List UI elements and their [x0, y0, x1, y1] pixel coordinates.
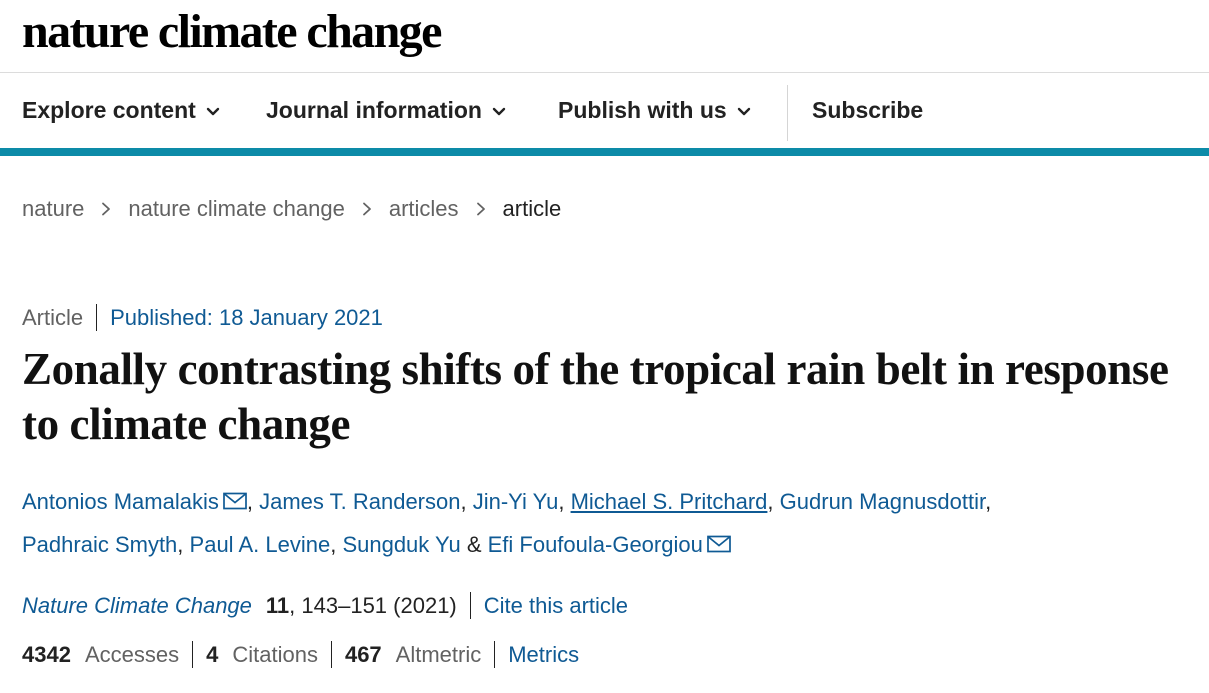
author-link[interactable]: Michael S. Pritchard: [570, 489, 768, 514]
author-link[interactable]: Jin-Yi Yu: [472, 489, 559, 514]
journal-name[interactable]: Nature Climate Change: [22, 592, 252, 618]
chevron-down-icon: [737, 107, 750, 115]
metrics-link[interactable]: Metrics: [508, 641, 580, 667]
author-separator: ,: [767, 489, 780, 514]
site-header: nature climate change: [0, 0, 1209, 73]
nav-subscribe[interactable]: Subscribe: [812, 73, 923, 148]
author-separator: ,: [177, 532, 190, 557]
nav-item-label: Publish with us: [558, 97, 727, 123]
chevron-right-icon: [102, 202, 111, 216]
article-title: Zonally contrasting shifts of the tropic…: [22, 344, 1169, 449]
nav-item-label: Subscribe: [812, 97, 924, 123]
author-separator: ,: [558, 489, 571, 514]
chevron-right-icon: [362, 202, 371, 216]
accesses-label: Accesses: [84, 641, 180, 667]
author-link[interactable]: Gudrun Magnusdottir: [779, 489, 986, 514]
article-type: Article: [22, 304, 84, 330]
author-link[interactable]: Sungduk Yu: [342, 532, 461, 557]
volume: 11: [265, 592, 290, 618]
author-link[interactable]: Paul A. Levine: [189, 532, 331, 557]
breadcrumb-article: article: [502, 196, 562, 221]
author-link[interactable]: James T. Randerson: [259, 489, 461, 514]
author-link[interactable]: Antonios Mamalakis: [22, 489, 219, 514]
author-separator: &: [460, 532, 488, 557]
divider: [494, 641, 496, 668]
breadcrumb-nature-climate-change[interactable]: nature climate change: [128, 196, 345, 221]
envelope-icon[interactable]: [706, 535, 731, 553]
altmetric-score: 467: [344, 641, 382, 667]
author-separator: ,: [460, 489, 473, 514]
citations-label: Citations: [232, 641, 318, 667]
altmetric-label: Altmetric: [395, 641, 482, 667]
main-nav: Explore content Journal information Publ…: [0, 73, 1209, 156]
cite-this-article-link[interactable]: Cite this article: [483, 592, 629, 618]
nav-publish-with-us[interactable]: Publish with us: [558, 73, 753, 148]
envelope-icon[interactable]: [223, 492, 247, 510]
citation-line: Nature Climate Change 11 , 143–151 (2021…: [22, 592, 628, 619]
breadcrumb-nature[interactable]: nature: [22, 196, 85, 221]
citations-count: 4: [206, 641, 219, 667]
nav-journal-information[interactable]: Journal information: [266, 73, 508, 148]
site-logo[interactable]: nature climate change: [22, 5, 442, 58]
author-separator: ,: [985, 489, 992, 514]
author-link[interactable]: Padhraic Smyth: [22, 532, 178, 557]
divider: [96, 304, 98, 331]
breadcrumb: nature nature climate change articles ar…: [22, 196, 561, 222]
nav-item-label: Journal information: [266, 97, 482, 123]
article-meta: Article Published: 18 January 2021: [22, 304, 383, 331]
accesses-count: 4342: [22, 641, 71, 667]
divider: [330, 641, 332, 668]
divider: [192, 641, 194, 668]
nav-item-label: Explore content: [22, 97, 196, 123]
pages-year: , 143–151 (2021): [289, 592, 457, 618]
nav-divider: [787, 85, 788, 141]
breadcrumb-articles[interactable]: articles: [388, 196, 459, 221]
metrics-line: 4342 Accesses 4 Citations 467 Altmetric …: [22, 641, 579, 668]
divider: [469, 592, 471, 619]
chevron-down-icon: [492, 107, 506, 115]
author-link[interactable]: Efi Foufoula-Georgiou: [487, 532, 703, 557]
author-separator: ,: [330, 532, 343, 557]
nav-explore-content[interactable]: Explore content: [22, 73, 222, 148]
chevron-down-icon: [206, 107, 220, 115]
author-separator: ,: [246, 489, 260, 514]
published-date: Published: 18 January 2021: [110, 304, 383, 330]
chevron-right-icon: [476, 202, 485, 216]
author-list: Antonios Mamalakis, James T. Randerson, …: [22, 480, 1192, 566]
